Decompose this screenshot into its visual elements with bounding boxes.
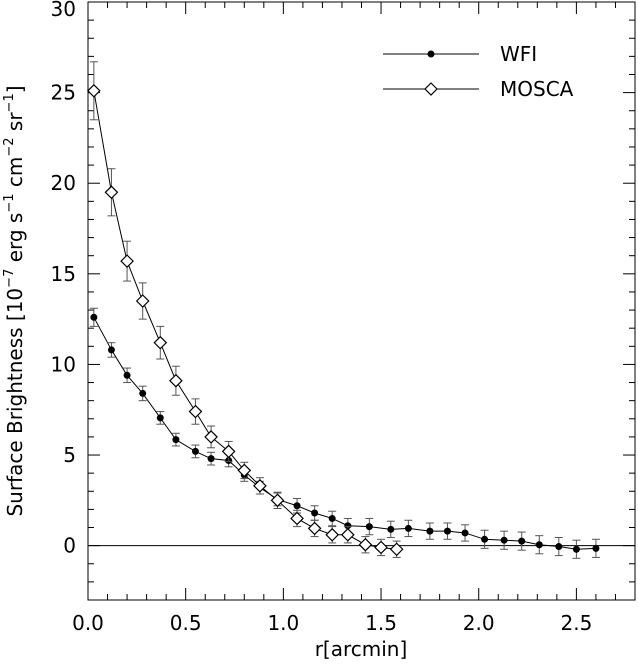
data-point-mosca [204,430,218,444]
data-point-wfi [328,514,336,522]
data-point-wfi [207,455,215,463]
data-point-wfi [426,527,434,535]
y-axis-label-mid2: cm [3,157,27,194]
data-point-mosca [340,527,355,542]
data-point-mosca [104,185,119,200]
data-point-wfi [293,502,301,510]
data-point-wfi [172,436,180,444]
series-mosca [87,61,404,558]
data-point-wfi [156,414,164,422]
data-point-mosca [389,542,404,557]
y-axis-label-exp1: −7 [2,269,17,288]
y-axis-label-suffix: ] [3,85,27,93]
data-point-wfi [191,447,199,455]
y-axis-label-exp4: −1 [2,93,17,112]
y-tick-label: 30 [51,0,76,21]
data-point-wfi [481,535,489,543]
y-axis-label-prefix: Surface Brightness [10 [3,288,27,517]
y-axis-label-exp3: −2 [2,137,17,156]
data-point-wfi [535,541,543,549]
y-axis-ticks: 0 5 10 15 20 25 30 [51,0,635,601]
y-tick-label: 0 [63,534,76,558]
legend-mosca-marker [424,82,438,96]
data-point-mosca [270,493,285,508]
legend-wfi-marker [427,50,435,58]
data-point-wfi [461,529,469,537]
x-tick-label: 2.5 [560,611,592,635]
data-point-wfi [107,346,115,354]
data-point-wfi [518,537,526,545]
data-point-wfi [572,545,580,553]
x-axis-label: r[arcmin] [315,637,408,661]
y-tick-label: 10 [51,352,76,376]
y-tick-label: 5 [63,443,76,467]
data-point-wfi [592,544,600,552]
data-point-wfi [365,523,373,531]
data-point-mosca [307,521,322,536]
data-point-wfi [500,536,508,544]
series-layer [87,61,600,559]
legend-mosca-label: MOSCA [500,77,574,101]
data-point-wfi [387,525,395,533]
data-point-mosca [253,478,267,493]
data-point-wfi [555,543,563,551]
y-axis-label-mid3: sr [3,112,27,138]
data-point-wfi [90,313,98,321]
series-wfi [89,307,600,559]
x-tick-label: 1.5 [365,611,397,635]
data-point-wfi [123,371,131,379]
y-tick-label: 20 [51,171,76,195]
x-axis-ticks: 0.0 0.5 1.0 1.5 2.0 2.5 [72,2,636,635]
data-point-mosca [358,537,373,552]
x-tick-label: 2.0 [463,611,495,635]
series-line-mosca [93,90,397,550]
data-point-wfi [344,522,352,530]
x-tick-label: 1.0 [267,611,299,635]
data-point-mosca [87,83,101,98]
data-point-wfi [139,389,147,397]
y-tick-label: 25 [51,81,76,105]
data-point-mosca [135,294,150,308]
data-point-mosca [169,373,183,388]
data-point-mosca [237,463,252,478]
data-point-mosca [188,404,203,419]
data-point-wfi [404,524,412,532]
data-point-mosca [221,444,236,459]
data-point-mosca [374,540,388,555]
y-tick-label: 15 [51,262,76,286]
y-axis-label-exp2: −1 [2,193,17,212]
data-point-wfi [311,509,319,517]
data-point-mosca [153,335,168,350]
data-point-mosca [325,527,340,542]
legend: WFI MOSCA [383,42,574,101]
legend-wfi-label: WFI [500,42,537,66]
data-point-wfi [443,527,451,535]
data-point-mosca [120,254,134,268]
y-axis-label: Surface Brightness [10−7 erg s−1 cm−2 sr… [2,85,27,516]
x-tick-label: 0.5 [170,611,202,635]
x-tick-label: 0.0 [72,611,104,635]
series-line-wfi [93,317,596,550]
data-point-mosca [290,511,304,526]
y-axis-label-mid1: erg s [3,213,27,269]
